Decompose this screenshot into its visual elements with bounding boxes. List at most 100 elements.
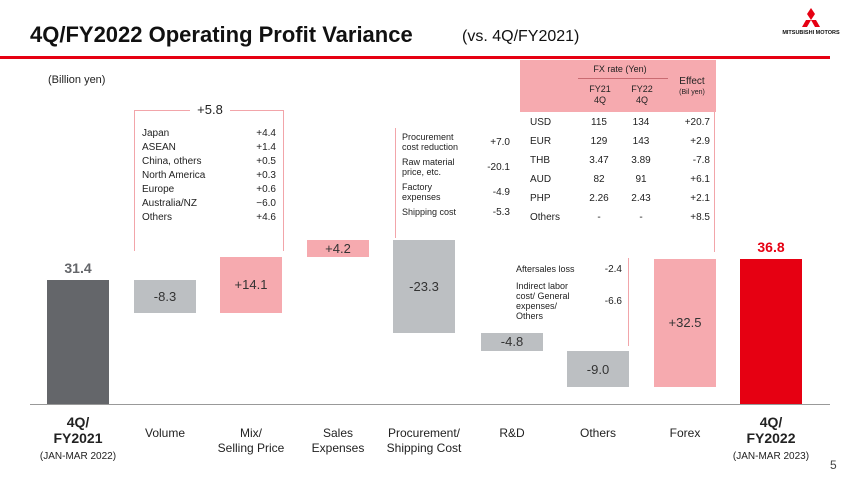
category-label: Procurement/Shipping Cost [374, 426, 474, 456]
fx-effect-value: +8.5 [690, 212, 710, 223]
procurement-bracket [395, 128, 397, 238]
region-value: +4.4 [256, 127, 276, 139]
category-label: 4Q/FY2022 (JAN-MAR 2023) [721, 414, 821, 465]
data-label-volume: -8.3 [153, 288, 177, 304]
region-value: +1.4 [256, 141, 276, 153]
region-name: North America [142, 169, 206, 181]
others-label: Indirect labor cost/ General expenses/Othe… [516, 281, 570, 321]
fx-rate-fy22: 134 [632, 117, 650, 128]
region-row: Others +4.6 [142, 210, 276, 224]
fx-header-rule [578, 78, 668, 79]
region-name: Others [142, 211, 173, 223]
fx-rate-fy21: - [597, 212, 601, 223]
data-label-mix: +14.1 [234, 277, 268, 293]
fx-currency: AUD [530, 174, 552, 185]
category-label: 4Q/FY2021 (JAN-MAR 2022) [28, 414, 128, 465]
region-value: +0.6 [256, 183, 276, 195]
fx-bracket [714, 112, 716, 252]
bar-procurement: -23.3 [393, 240, 455, 333]
category-label-line1: Others [579, 426, 616, 440]
others-bracket [628, 258, 630, 346]
fx-effect-value: +2.9 [690, 136, 710, 147]
category-label-line1: 4Q/ [759, 414, 783, 430]
region-value: +0.5 [256, 155, 276, 167]
volume-mix-total: +5.8 [190, 102, 230, 117]
category-label-line2: Selling Price [217, 441, 285, 455]
procurement-label: Procurement cost reduction [402, 132, 459, 152]
region-row: China, others +0.5 [142, 154, 276, 168]
category-label: R&D [462, 426, 562, 441]
category-label-line2: Shipping Cost [386, 441, 462, 455]
unit-label: (Billion yen) [48, 74, 106, 86]
others-breakdown: Aftersales loss -2.4 Indirect labor cost/ … [516, 260, 622, 324]
fx-rate-fy22: - [639, 212, 643, 223]
category-label: Sales Expenses [288, 426, 388, 456]
region-value: +0.3 [256, 169, 276, 181]
region-row: ASEAN +1.4 [142, 140, 276, 154]
fx-effect-header: Effect [679, 76, 705, 87]
category-label-line3: (JAN-MAR 2022) [39, 451, 117, 462]
data-label-start: 31.4 [64, 259, 92, 276]
fx-rate-fy22: 91 [635, 174, 647, 185]
category-label-line1: Forex [669, 426, 701, 440]
category-label-line1: R&D [499, 426, 525, 440]
others-row: Indirect labor cost/ General expenses/Othe… [516, 278, 622, 324]
fx-effect-value: +2.1 [690, 193, 710, 204]
region-value: −6.0 [256, 197, 276, 209]
fx-rate-fy22: 2.43 [631, 193, 651, 204]
region-name: China, others [142, 155, 202, 167]
page-title: 4Q/FY2022 Operating Profit Variance [30, 22, 413, 47]
category-label: Volume [115, 426, 215, 441]
page-subtitle: (vs. 4Q/FY2021) [462, 28, 580, 45]
others-value: -6.6 [604, 295, 622, 307]
data-label-end: 36.8 [757, 238, 785, 255]
region-row: Europe +0.6 [142, 182, 276, 196]
procurement-label: Raw material price, etc. [402, 157, 455, 177]
data-label-others: -9.0 [586, 361, 610, 377]
fx-currency: THB [530, 155, 550, 166]
fx-col-fy21: FY21 4Q [589, 84, 611, 105]
page-number: 5 [830, 458, 837, 472]
fx-effect-value: +6.1 [690, 174, 710, 185]
region-name: ASEAN [142, 141, 176, 153]
title-divider [0, 56, 830, 59]
category-label-line2: FY2021 [53, 430, 103, 446]
fx-rate-fy21: 115 [591, 117, 607, 128]
bar-sales-expenses: +4.2 [307, 240, 369, 258]
region-name: Japan [142, 127, 170, 139]
company-logo: MITSUBISHI MOTORS [782, 8, 840, 36]
fx-rate-fy22: 143 [632, 136, 650, 147]
others-value: -2.4 [604, 263, 622, 275]
procurement-breakdown: Procurement cost reduction +7.0 Raw materi… [402, 130, 510, 220]
bar-volume: -8.3 [134, 279, 196, 313]
others-row: Aftersales loss -2.4 [516, 260, 622, 278]
data-label-procurement: -23.3 [409, 278, 439, 294]
fx-currency: USD [530, 117, 552, 128]
region-name: Australia/NZ [142, 197, 198, 209]
category-label-line3: (JAN-MAR 2023) [732, 451, 810, 462]
fx-rate-fy21: 82 [593, 174, 605, 185]
fx-effect-value: -7.8 [692, 155, 710, 166]
region-row: North America +0.3 [142, 168, 276, 182]
fx-rate-fy22: 3.89 [631, 155, 651, 166]
procurement-row: Procurement cost reduction +7.0 [402, 130, 510, 154]
chart-baseline [30, 404, 830, 405]
category-label: Others [548, 426, 648, 441]
fx-currency: Others [530, 212, 561, 223]
procurement-value: +7.0 [490, 136, 510, 148]
category-label-line2: Expenses [311, 441, 365, 455]
procurement-row: Raw material price, etc. -20.1 [402, 154, 510, 180]
data-label-rnd: -4.8 [500, 334, 524, 350]
fx-rate-header: FX rate (Yen) [593, 64, 647, 74]
procurement-row: Shipping cost -5.3 [402, 204, 510, 220]
category-label-line1: Volume [144, 426, 186, 440]
data-label-forex: +32.5 [668, 315, 702, 331]
procurement-row: Factory expenses -4.9 [402, 180, 510, 204]
bar-others: -9.0 [567, 351, 629, 387]
region-row: Japan +4.4 [142, 126, 276, 140]
procurement-label: Factory expenses [402, 182, 441, 202]
fx-rate-fy21: 3.47 [589, 155, 609, 166]
category-label: Forex [635, 426, 735, 441]
procurement-value: -20.1 [487, 161, 510, 173]
procurement-value: -5.3 [492, 206, 510, 218]
